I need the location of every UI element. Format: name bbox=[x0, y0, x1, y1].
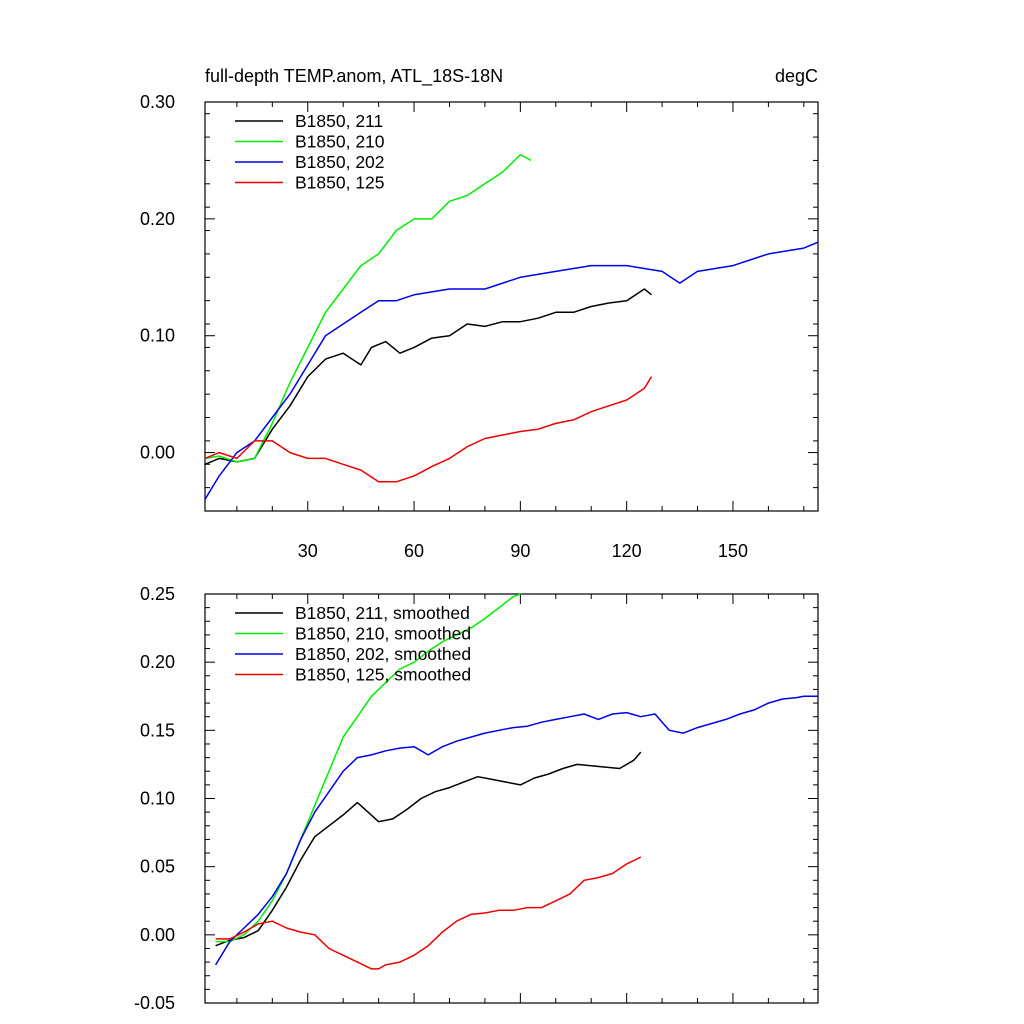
y-tick-label: -0.05 bbox=[134, 993, 175, 1013]
series-line bbox=[215, 856, 642, 970]
y-tick-label: 0.20 bbox=[140, 209, 175, 229]
legend-label: B1850, 202 bbox=[295, 152, 385, 172]
y-tick-label: 0.10 bbox=[140, 326, 175, 346]
top-series-lines bbox=[204, 153, 819, 500]
series-line bbox=[204, 153, 532, 463]
y-tick-label: 0.20 bbox=[140, 652, 175, 672]
x-tick-label: 120 bbox=[612, 541, 642, 561]
legend-label: B1850, 211, smoothed bbox=[295, 603, 470, 623]
top-panel: full-depth TEMP.anom, ATL_18S-18N degC 3… bbox=[140, 66, 819, 561]
legend-label: B1850, 125, smoothed bbox=[295, 665, 471, 685]
legend-label: B1850, 210, smoothed bbox=[295, 624, 471, 644]
y-tick-label: 0.10 bbox=[140, 789, 175, 809]
y-tick-label: 0.30 bbox=[140, 92, 175, 112]
x-tick-label: 90 bbox=[510, 541, 530, 561]
legend-label: B1850, 202, smoothed bbox=[295, 644, 471, 664]
y-tick-label: 0.15 bbox=[140, 720, 175, 740]
x-tick-label: 30 bbox=[298, 541, 318, 561]
y-tick-label: 0.25 bbox=[140, 584, 175, 604]
bottom-series-lines bbox=[214, 593, 818, 970]
series-line bbox=[215, 751, 642, 947]
series-line bbox=[204, 288, 652, 465]
top-axes: 30 60 90 120 150 0.00 0.10 0.20 0.30 bbox=[140, 92, 819, 561]
x-tick-label: 60 bbox=[404, 541, 424, 561]
y-tick-label: 0.00 bbox=[140, 443, 175, 463]
legend-label: B1850, 125 bbox=[295, 173, 385, 193]
series-line bbox=[214, 695, 818, 966]
bottom-panel: -0.05 0.00 0.05 0.10 0.15 0.20 0.25 B1850, 211… bbox=[134, 584, 819, 1013]
chart-units: degC bbox=[775, 66, 818, 86]
y-tick-label: 0.00 bbox=[140, 925, 175, 945]
x-tick-label: 150 bbox=[718, 541, 748, 561]
series-line bbox=[215, 593, 521, 943]
series-line bbox=[204, 241, 819, 500]
bottom-axes: -0.05 0.00 0.05 0.10 0.15 0.20 0.25 bbox=[134, 584, 819, 1013]
chart-title: full-depth TEMP.anom, ATL_18S-18N bbox=[205, 66, 503, 87]
plot-frame bbox=[204, 101, 819, 512]
legend-label: B1850, 211 bbox=[295, 111, 383, 131]
legend-label: B1850, 210 bbox=[295, 132, 385, 152]
y-tick-label: 0.05 bbox=[140, 857, 175, 877]
series-line bbox=[204, 376, 653, 483]
